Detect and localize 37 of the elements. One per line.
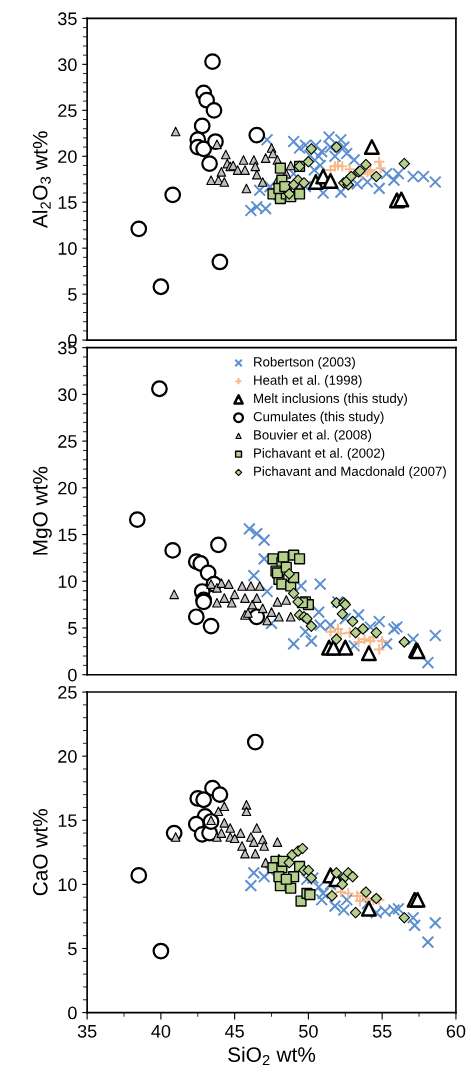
x-tick-label: 40 <box>151 1024 171 1038</box>
legend-label: Robertson (2003) <box>254 356 355 370</box>
x-tick-label: 35 <box>77 1024 97 1038</box>
y-tick-label: 10 <box>58 878 77 892</box>
y-tick-label: 5 <box>68 288 77 301</box>
y-axis-title: Al$_{2}$O$_{3}$ wt% <box>32 131 51 229</box>
y-axis-title: MgO wt% <box>32 466 52 555</box>
y-tick-label: 15 <box>58 528 77 542</box>
legend-label: Melt inclusions (this study) <box>254 393 407 406</box>
y-tick-label: 0 <box>68 668 77 682</box>
legend-label: Pichavant et al. (2002) <box>254 448 385 461</box>
legend-label: Pichavant and Macdonald (2007) <box>254 466 446 479</box>
y-tick-label: 10 <box>58 242 77 255</box>
y-tick-label: 25 <box>58 104 77 118</box>
y-tick-label: 20 <box>58 481 77 495</box>
y-tick-label: 15 <box>58 814 77 827</box>
y-tick-label: 20 <box>58 150 77 163</box>
x-axis-title: SiO$_{2}$ wt% <box>228 1046 316 1066</box>
legend-label: Heath et al. (1998) <box>254 375 362 388</box>
y-tick-label: 30 <box>58 388 77 402</box>
y-axis-title: CaO wt% <box>32 809 48 896</box>
x-tick-label: 55 <box>372 1025 392 1038</box>
y-tick-label: 35 <box>58 12 77 26</box>
y-tick-label: 5 <box>68 942 77 956</box>
y-tick-label: 10 <box>58 575 77 588</box>
x-tick-label: 50 <box>299 1024 318 1038</box>
x-tick-label: 60 <box>446 1024 466 1038</box>
x-tick-label: 45 <box>225 1025 244 1038</box>
y-tick-label: 25 <box>58 685 77 699</box>
y-tick-label: 30 <box>58 58 77 72</box>
legend-label: Bouvier et al. (2008) <box>254 429 372 443</box>
legend-label: Cumulates (this study) <box>253 411 384 424</box>
y-tick-label: 20 <box>58 750 77 763</box>
y-tick-label: 5 <box>68 622 77 635</box>
y-tick-label: 0 <box>68 1006 77 1020</box>
y-tick-label: 25 <box>58 435 77 448</box>
y-tick-label: 15 <box>58 196 77 209</box>
